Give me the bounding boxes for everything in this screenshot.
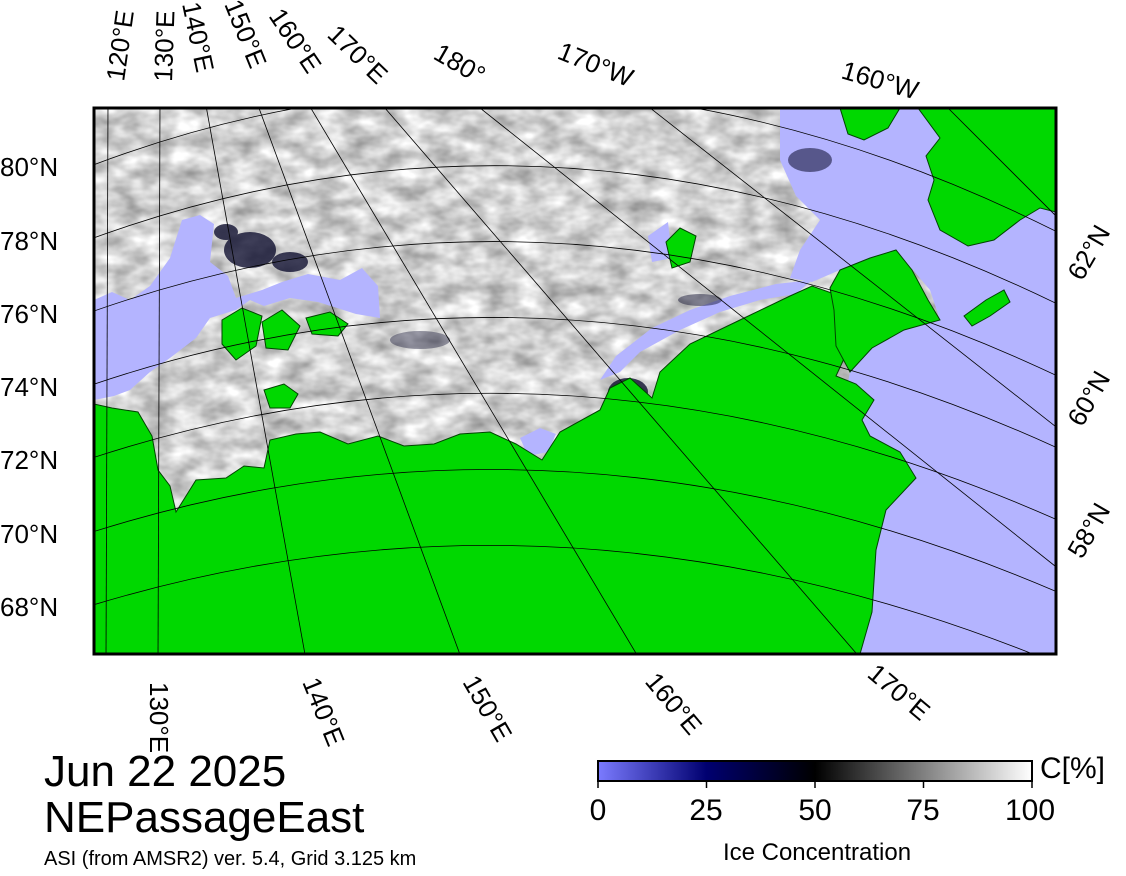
lon-label: 180° (429, 37, 491, 90)
low-concentration-patches (214, 148, 832, 406)
lon-label: 170°E (862, 658, 936, 727)
bering-open-water (780, 108, 1056, 654)
lat-label: 72°N (0, 445, 58, 475)
lat-label: 62°N (1061, 220, 1116, 285)
alaska-north-land (839, 108, 901, 141)
wrangel-water (648, 222, 672, 262)
graticule-parallels (94, 108, 1056, 654)
graticule-meridians (105, 108, 1056, 654)
lat-label: 70°N (0, 519, 58, 549)
lat-label: 76°N (0, 299, 58, 329)
lat-label: 58°N (1061, 498, 1116, 563)
lat-label: 68°N (0, 592, 58, 622)
lat-label: 80°N (0, 152, 58, 182)
lon-label: 150°E (218, 0, 272, 72)
map-frame (92, 106, 1058, 656)
lon-label: 130°E (148, 10, 180, 82)
data-source: ASI (from AMSR2) ver. 5.4, Grid 3.125 km (44, 848, 417, 870)
lat-label: 60°N (1061, 366, 1116, 431)
st-lawrence-island (963, 289, 1011, 327)
lon-label: 170°E (322, 19, 394, 90)
colorbar-tick: 75 (906, 794, 940, 827)
chukchi-coastal-water (600, 280, 812, 380)
lon-labels-bottom: 130°E 140°E 150°E 160°E 170°E (144, 658, 936, 754)
colorbar-tick: 25 (689, 794, 723, 827)
colorbar-tick: 50 (798, 794, 832, 827)
lon-label: 170°W (554, 36, 638, 93)
lat-label: 78°N (0, 226, 58, 256)
lon-label: 160°W (838, 55, 922, 106)
alaska-land (917, 108, 1056, 247)
map-panel (94, 108, 1056, 654)
colorbar-tick: 100 (1004, 794, 1056, 827)
map-date: Jun 22 2025 (44, 747, 287, 796)
lon-label: 130°E (144, 682, 174, 753)
new-siberian-island-2 (261, 309, 301, 351)
small-island (263, 383, 299, 409)
lat-labels-right: 62°N 60°N 58°N (1061, 220, 1116, 563)
colorbar (597, 760, 1033, 788)
region-name: NEPassageEast (44, 793, 365, 842)
lon-label: 140°E (176, 0, 220, 75)
lat-labels-left: 80°N 78°N 76°N 74°N 72°N 70°N 68°N (0, 152, 58, 622)
lon-label: 160°E (639, 667, 708, 741)
lon-label: 160°E (263, 3, 328, 79)
lon-label: 120°E (100, 8, 140, 83)
lon-label: 140°E (296, 673, 350, 750)
chukotka-land (829, 249, 941, 373)
new-siberian-island-1 (221, 307, 263, 361)
lon-label: 150°E (457, 670, 519, 747)
lat-label: 74°N (0, 372, 58, 402)
lon-labels-top: 120°E 130°E 140°E 150°E 160°E 170°E 180°… (100, 0, 922, 105)
colorbar-unit: C[%] (1040, 752, 1106, 785)
colorbar-title: Ice Concentration (722, 839, 912, 866)
colorbar-gradient (597, 760, 1033, 782)
kolyma-water (520, 428, 556, 456)
colorbar-tick: 0 (589, 794, 607, 827)
laptev-open-water (94, 215, 380, 400)
